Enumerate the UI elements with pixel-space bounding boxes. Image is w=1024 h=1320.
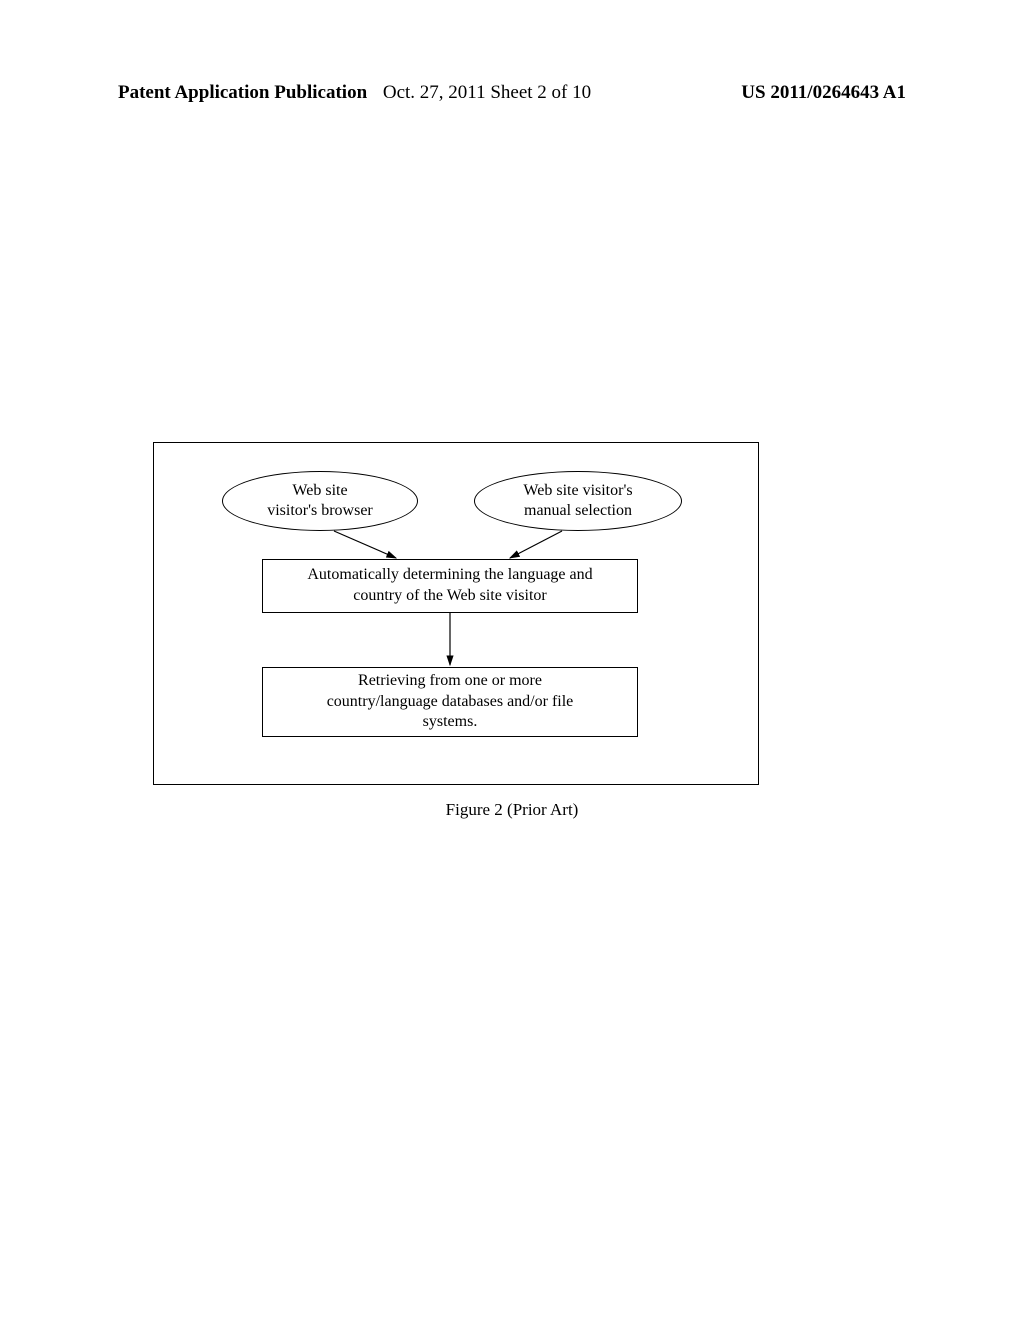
figure-caption: Figure 2 (Prior Art) xyxy=(0,800,1024,820)
edge-browser-to-determine xyxy=(334,531,396,558)
node-line1: Automatically determining the language a… xyxy=(307,566,592,583)
node-line2: visitor's browser xyxy=(267,502,373,519)
node-text: Retrieving from one or more country/lang… xyxy=(327,671,574,733)
node-rect-retrieve: Retrieving from one or more country/lang… xyxy=(262,667,638,737)
header-left-text: Patent Application Publication xyxy=(118,82,367,104)
node-line3: systems. xyxy=(423,713,478,730)
node-text: Web site visitor's browser xyxy=(267,481,373,521)
header-center-text: Oct. 27, 2011 Sheet 2 of 10 xyxy=(383,82,591,104)
node-line1: Retrieving from one or more xyxy=(358,672,542,689)
node-line1: Web site visitor's xyxy=(523,482,632,499)
node-ellipse-manual: Web site visitor's manual selection xyxy=(474,471,682,531)
node-ellipse-browser: Web site visitor's browser xyxy=(222,471,418,531)
node-text: Web site visitor's manual selection xyxy=(523,481,632,521)
node-line1: Web site xyxy=(292,482,347,499)
node-line2: manual selection xyxy=(524,502,632,519)
node-line2: country/language databases and/or file xyxy=(327,693,574,710)
node-text: Automatically determining the language a… xyxy=(307,565,592,607)
diagram-frame: Web site visitor's browser Web site visi… xyxy=(153,442,759,785)
node-rect-determine: Automatically determining the language a… xyxy=(262,559,638,613)
edge-manual-to-determine xyxy=(510,531,562,558)
page-header: Patent Application Publication Oct. 27, … xyxy=(0,82,1024,104)
header-right-text: US 2011/0264643 A1 xyxy=(741,82,906,104)
node-line2: country of the Web site visitor xyxy=(353,587,547,604)
